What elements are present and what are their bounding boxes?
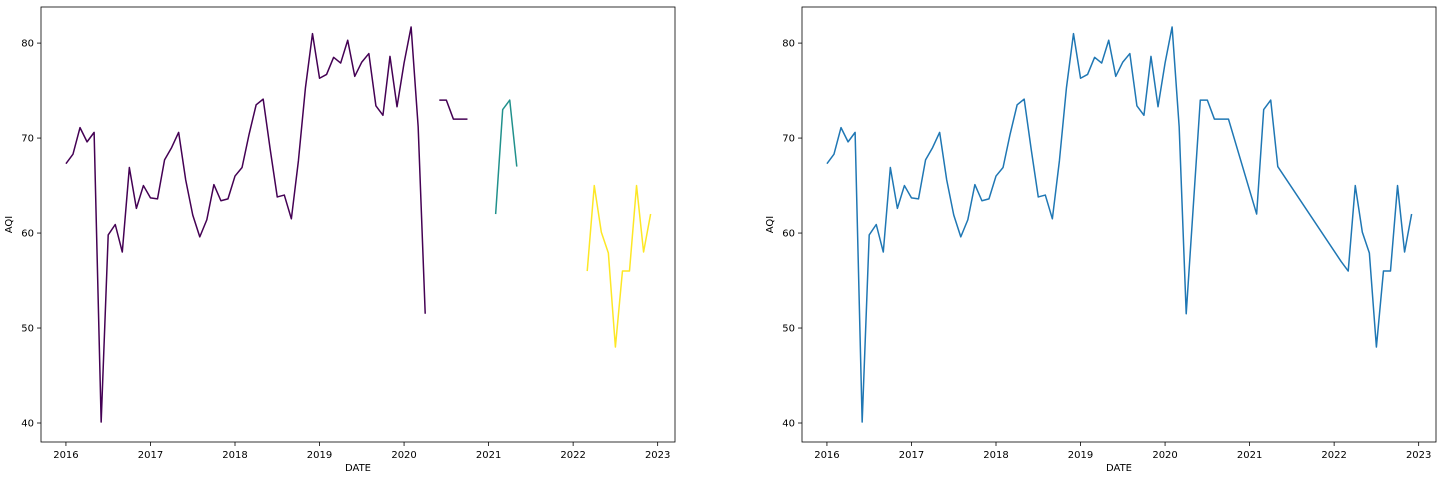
series-1-line-segment-0 xyxy=(494,99,518,215)
x-tick-label: 2018 xyxy=(983,450,1008,461)
x-tick-label: 2018 xyxy=(222,450,247,461)
plot-frame xyxy=(40,6,676,443)
y-tick-label: 60 xyxy=(782,229,795,240)
x-tick-label: 2016 xyxy=(53,450,78,461)
x-tick-label: 2017 xyxy=(899,450,924,461)
y-tick-label: 60 xyxy=(21,229,34,240)
x-tick-label: 2023 xyxy=(645,450,670,461)
y-axis-label: AQI xyxy=(4,216,15,234)
y-tick-label: 50 xyxy=(21,324,34,335)
series-2-line-segment-0 xyxy=(586,184,652,348)
x-tick-label: 2016 xyxy=(814,450,839,461)
x-tick-label: 2020 xyxy=(391,450,416,461)
x-axis-label: DATE xyxy=(345,463,371,474)
plot-frame xyxy=(801,6,1437,443)
x-tick-label: 2021 xyxy=(476,450,501,461)
y-axis-label: AQI xyxy=(765,216,776,234)
y-tick-label: 80 xyxy=(782,39,795,50)
x-tick-label: 2017 xyxy=(138,450,163,461)
right-chart: 2016 2017 2018 2019 2020 2021 2022 2023 40 50 60 70… xyxy=(765,6,1437,474)
x-tick-label: 2020 xyxy=(1152,450,1177,461)
left-chart: 2016 2017 2018 2019 2020 2021 2022 2023 40 50 60 70… xyxy=(4,6,676,474)
x-tick-label: 2019 xyxy=(1068,450,1093,461)
y-tick-label: 50 xyxy=(782,324,795,335)
y-tick-label: 40 xyxy=(782,419,795,430)
series-0-line-segment-0 xyxy=(826,26,1413,423)
x-tick-label: 2021 xyxy=(1237,450,1262,461)
series-0-line-segment-0 xyxy=(65,26,426,423)
x-tick-label: 2023 xyxy=(1406,450,1431,461)
x-tick-label: 2022 xyxy=(560,450,585,461)
x-tick-label: 2019 xyxy=(307,450,332,461)
y-tick-label: 40 xyxy=(21,419,34,430)
y-tick-label: 70 xyxy=(782,134,795,145)
series-0-line-segment-1 xyxy=(439,99,468,120)
x-axis-label: DATE xyxy=(1106,463,1132,474)
y-tick-label: 80 xyxy=(21,39,34,50)
y-tick-label: 70 xyxy=(21,134,34,145)
x-tick-label: 2022 xyxy=(1321,450,1346,461)
